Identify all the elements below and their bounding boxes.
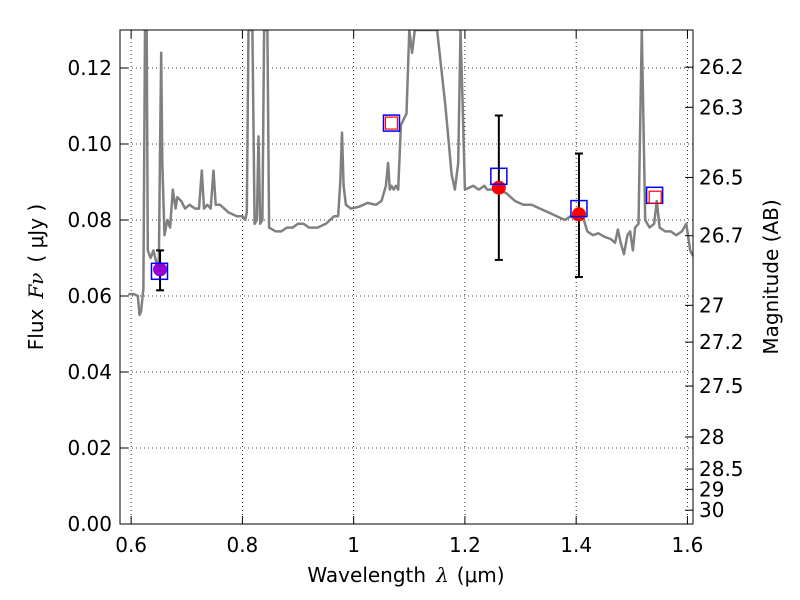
mag-tick-label: 28.5 <box>699 457 744 481</box>
model-square <box>150 262 169 281</box>
synthetic-square <box>384 116 399 130</box>
mag-tick-label: 26.7 <box>699 224 744 248</box>
x-axis-title: Wavelength λ (μm) <box>307 563 504 587</box>
y-tick-label: 0.00 <box>67 512 112 536</box>
mag-tick-label: 28 <box>699 425 724 449</box>
model-squares <box>150 114 664 281</box>
x-tick-label: 0.8 <box>226 533 258 557</box>
x-axis-ticks: 0.6 0.8 1 1.2 1.4 1.6 <box>115 30 703 557</box>
mag-tick-label: 27 <box>699 293 724 317</box>
mag-tick-label: 27.2 <box>699 330 744 354</box>
mag-tick-label: 27.5 <box>699 374 744 398</box>
mag-tick-label: 26.3 <box>699 95 744 119</box>
mag-tick-label: 26.2 <box>699 55 744 79</box>
model-square <box>490 167 508 186</box>
observed-point <box>491 180 506 195</box>
synthetic-square <box>648 190 662 204</box>
model-square <box>570 199 588 218</box>
mag-tick-label: 26.5 <box>699 165 744 189</box>
observed-point <box>571 207 586 222</box>
y-axis-ticks: 0.00 0.02 0.04 0.06 0.08 0.10 0.12 <box>67 56 128 536</box>
x-tick-label: 1.6 <box>672 533 704 557</box>
spectrum-line <box>128 30 693 317</box>
y-tick-label: 0.06 <box>67 284 112 308</box>
x-tick-label: 1 <box>347 533 360 557</box>
observed-points <box>153 180 586 277</box>
x-tick-label: 1.2 <box>449 533 481 557</box>
observed-point <box>153 262 168 277</box>
plot-area <box>128 30 693 317</box>
y-tick-label: 0.04 <box>67 360 112 384</box>
mag-tick-label: 29 <box>699 477 724 501</box>
synthetic-squares <box>384 116 662 204</box>
mag-tick-label: 30 <box>699 498 724 522</box>
y-axis-title: FluxFν( μJy ) <box>24 204 48 350</box>
magnitude-axis-title: Magnitude (AB) <box>759 199 783 354</box>
x-tick-label: 0.6 <box>115 533 147 557</box>
y-tick-label: 0.12 <box>67 56 112 80</box>
y-tick-label: 0.02 <box>67 436 112 460</box>
model-square <box>382 114 401 132</box>
y-tick-label: 0.10 <box>67 132 112 156</box>
plot-frame <box>119 29 694 525</box>
y-tick-label: 0.08 <box>67 208 112 232</box>
x-tick-label: 1.4 <box>560 533 592 557</box>
